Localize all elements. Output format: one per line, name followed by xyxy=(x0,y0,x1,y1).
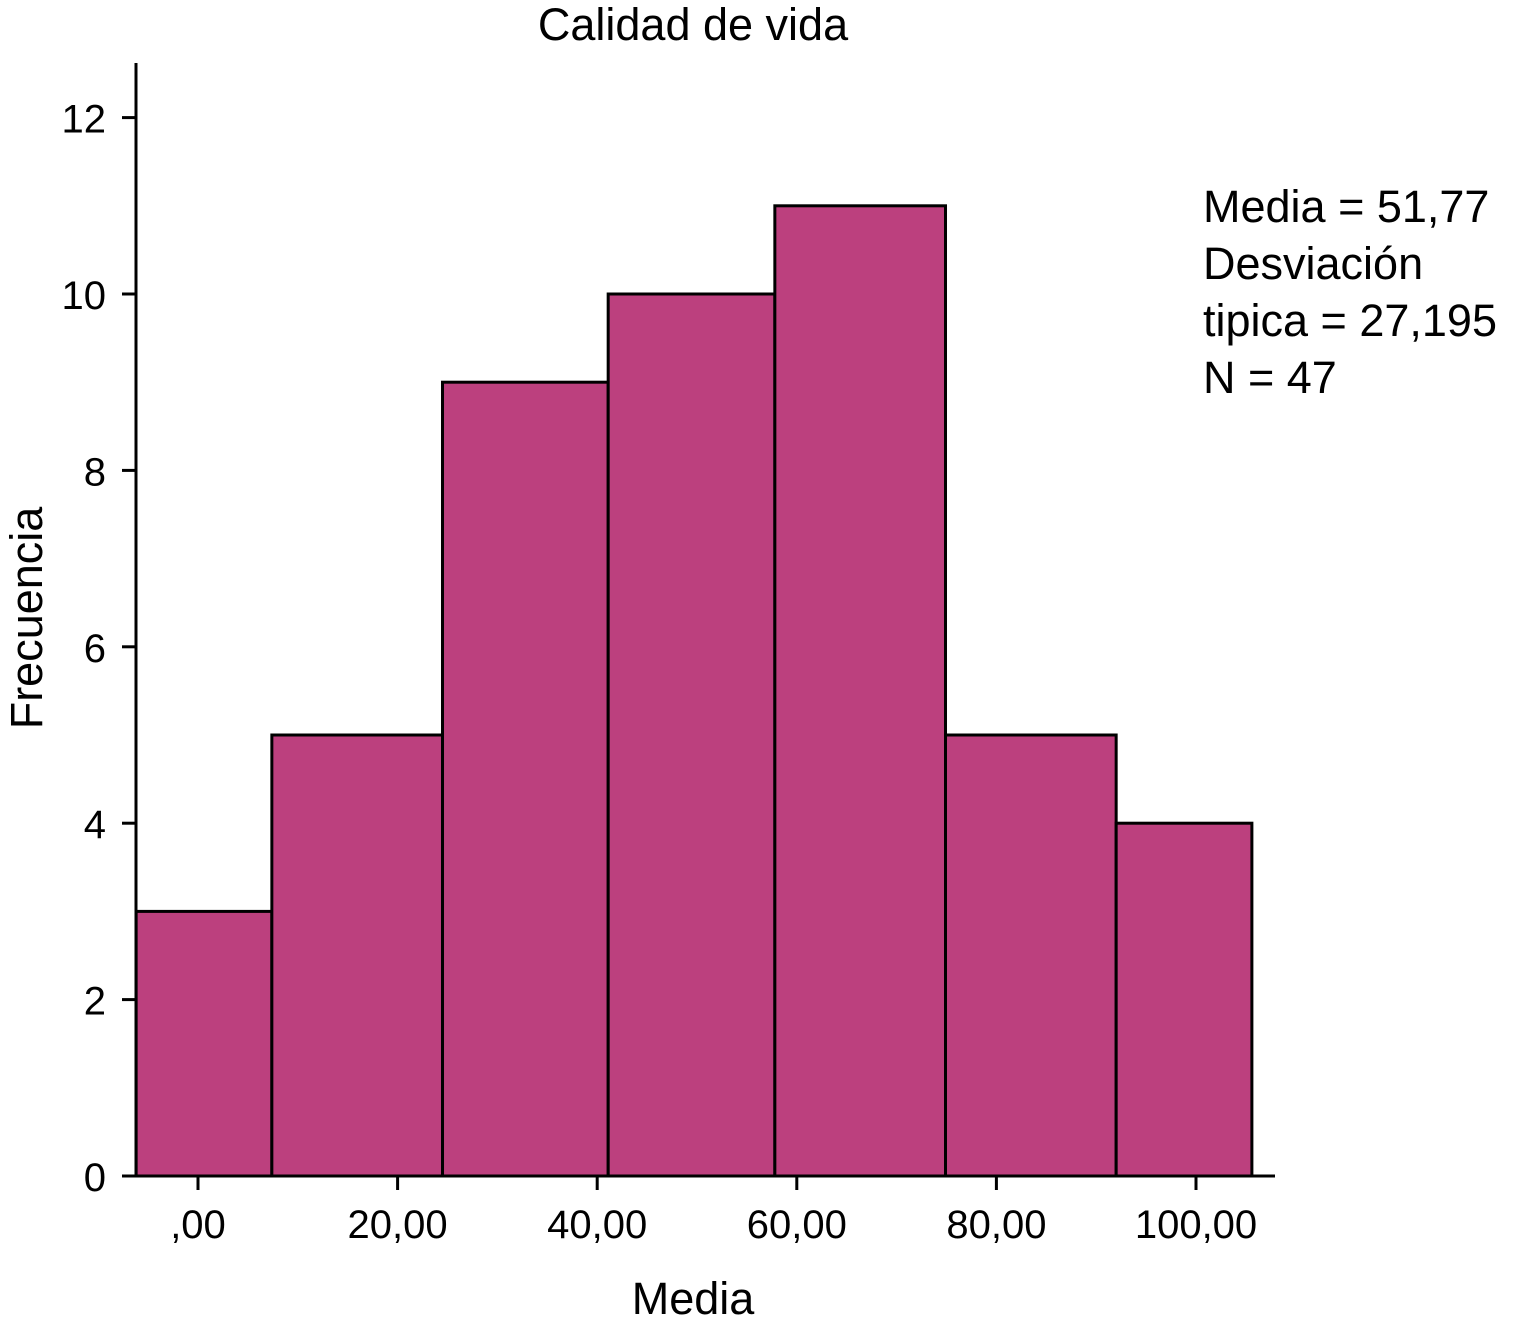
bars-layer xyxy=(134,204,1254,1178)
stats-sd-value: tipica = 27,195 xyxy=(1203,295,1497,346)
x-axis-label: Media xyxy=(632,1273,756,1324)
y-tick-label: 6 xyxy=(84,627,106,671)
stats-mean: Media = 51,77 xyxy=(1203,181,1490,232)
histogram-bar-5 xyxy=(944,733,1118,1178)
x-tick-label: 80,00 xyxy=(946,1203,1046,1247)
histogram-bar-1 xyxy=(270,733,445,1178)
x-tick-label: 40,00 xyxy=(547,1203,647,1247)
histogram-bar-2 xyxy=(441,380,610,1178)
x-tick-label: 60,00 xyxy=(747,1203,847,1247)
stats-box: Media = 51,77 Desviación tipica = 27,195… xyxy=(1203,178,1497,406)
y-tick-label: 12 xyxy=(62,98,107,142)
y-tick-label: 4 xyxy=(84,803,106,847)
y-tick-label: 10 xyxy=(62,274,107,318)
stats-n: N = 47 xyxy=(1203,352,1337,403)
histogram-bar-0 xyxy=(134,909,274,1178)
histogram-bar-4 xyxy=(773,204,948,1178)
y-tick-label: 8 xyxy=(84,450,106,494)
y-tick-label: 0 xyxy=(84,1156,106,1200)
chart-title: Calidad de vida xyxy=(538,0,849,50)
axes-layer: 0 2 4 6 8 10 12 ,00 20,00 40,00 60,00 80,00 100,00 xyxy=(62,63,1275,1247)
stats-sd-label: Desviación xyxy=(1203,238,1424,289)
histogram-bar-3 xyxy=(606,292,777,1178)
histogram-bar-6 xyxy=(1114,821,1254,1178)
x-tick-label: 20,00 xyxy=(348,1203,448,1247)
y-axis-label: Frecuencia xyxy=(1,506,52,730)
x-tick-label: ,00 xyxy=(170,1203,226,1247)
x-tick-label: 100,00 xyxy=(1135,1203,1257,1247)
y-tick-label: 2 xyxy=(84,980,106,1024)
